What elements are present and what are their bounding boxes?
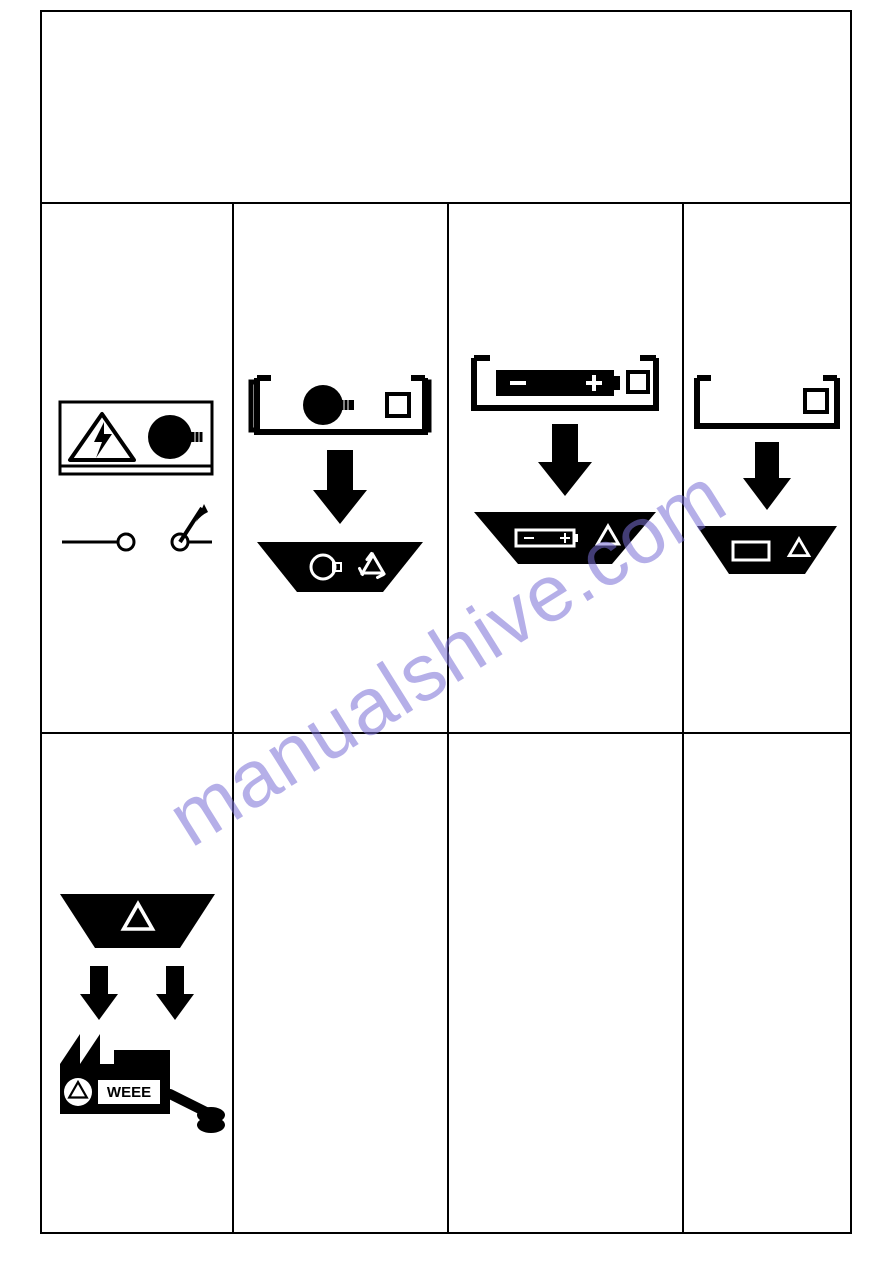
cell-disconnect-power (42, 202, 232, 732)
cell-r2c3-empty (447, 732, 682, 1234)
disconnect-power-icon (52, 362, 222, 572)
cell-r2c4-empty (682, 732, 852, 1234)
bulb-recycle-icon (245, 372, 435, 602)
weee-label: WEEE (106, 1084, 150, 1101)
header-cell (42, 12, 852, 202)
weee-facility-icon: WEEE (50, 884, 225, 1134)
cell-recycle-part (682, 202, 852, 732)
manual-page: WEEE manualshive.com (0, 0, 893, 1263)
